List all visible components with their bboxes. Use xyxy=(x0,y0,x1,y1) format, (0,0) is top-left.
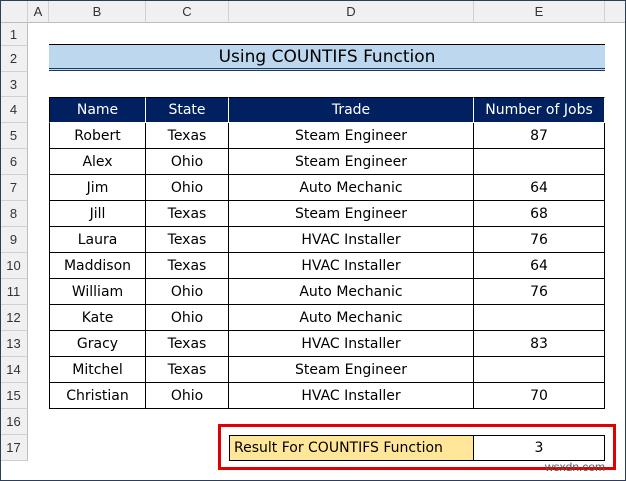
result-value[interactable]: 3 xyxy=(474,435,605,461)
table-cell[interactable]: Auto Mechanic xyxy=(229,305,474,331)
row-header-2[interactable]: 2 xyxy=(0,46,28,72)
table-cell[interactable]: 76 xyxy=(474,279,605,305)
row-header-15[interactable]: 15 xyxy=(0,383,28,409)
result-highlight-box xyxy=(218,424,616,470)
table-cell[interactable] xyxy=(474,305,605,331)
row-header-14[interactable]: 14 xyxy=(0,357,28,383)
row-header-3[interactable]: 3 xyxy=(0,72,28,97)
column-header-C[interactable]: C xyxy=(146,0,229,23)
table-cell[interactable] xyxy=(474,357,605,383)
table-cell[interactable]: 87 xyxy=(474,123,605,149)
table-cell[interactable]: Christian xyxy=(49,383,146,409)
table-cell[interactable]: Texas xyxy=(146,227,229,253)
title-banner: Using COUNTIFS Function xyxy=(49,44,605,71)
table-cell[interactable]: Texas xyxy=(146,201,229,227)
table-header-cell: Trade xyxy=(229,97,474,123)
table-cell[interactable] xyxy=(474,149,605,175)
column-header-F[interactable] xyxy=(605,0,626,23)
watermark: wsxdn.com xyxy=(545,460,606,474)
table-cell[interactable]: Texas xyxy=(146,123,229,149)
table-cell[interactable]: Steam Engineer xyxy=(229,149,474,175)
column-header-D[interactable]: D xyxy=(229,0,474,23)
table-cell[interactable]: Maddison xyxy=(49,253,146,279)
row-header-16[interactable]: 16 xyxy=(0,409,28,435)
table-cell[interactable]: 76 xyxy=(474,227,605,253)
table-cell[interactable]: William xyxy=(49,279,146,305)
row-header-8[interactable]: 8 xyxy=(0,201,28,227)
table-cell[interactable]: Ohio xyxy=(146,383,229,409)
select-all-corner[interactable] xyxy=(0,0,28,23)
column-header-A[interactable]: A xyxy=(28,0,49,23)
table-cell[interactable]: Steam Engineer xyxy=(229,357,474,383)
table-cell[interactable]: Auto Mechanic xyxy=(229,175,474,201)
table-cell[interactable]: Gracy xyxy=(49,331,146,357)
table-cell[interactable]: Steam Engineer xyxy=(229,201,474,227)
table-cell[interactable]: Texas xyxy=(146,331,229,357)
table-cell[interactable]: Ohio xyxy=(146,305,229,331)
table-cell[interactable]: Jim xyxy=(49,175,146,201)
table-cell[interactable]: Texas xyxy=(146,357,229,383)
table-cell[interactable]: Ohio xyxy=(146,175,229,201)
table-cell[interactable]: HVAC Installer xyxy=(229,227,474,253)
row-header-13[interactable]: 13 xyxy=(0,331,28,357)
row-header-12[interactable]: 12 xyxy=(0,305,28,331)
table-header-cell: State xyxy=(146,97,229,123)
table-cell[interactable]: 83 xyxy=(474,331,605,357)
table-cell[interactable]: Robert xyxy=(49,123,146,149)
row-header-6[interactable]: 6 xyxy=(0,149,28,175)
table-cell[interactable]: HVAC Installer xyxy=(229,253,474,279)
table-cell[interactable]: HVAC Installer xyxy=(229,383,474,409)
table-cell[interactable]: Mitchel xyxy=(49,357,146,383)
table-cell[interactable]: Jill xyxy=(49,201,146,227)
table-cell[interactable]: Ohio xyxy=(146,279,229,305)
table-header-cell: Number of Jobs xyxy=(474,97,605,123)
table-cell[interactable]: 68 xyxy=(474,201,605,227)
row-header-9[interactable]: 9 xyxy=(0,227,28,253)
column-header-B[interactable]: B xyxy=(49,0,146,23)
table-cell[interactable]: Laura xyxy=(49,227,146,253)
table-cell[interactable]: Kate xyxy=(49,305,146,331)
row-header-10[interactable]: 10 xyxy=(0,253,28,279)
table-header-cell: Name xyxy=(49,97,146,123)
table-cell[interactable]: HVAC Installer xyxy=(229,331,474,357)
table-cell[interactable]: Auto Mechanic xyxy=(229,279,474,305)
table-cell[interactable]: Steam Engineer xyxy=(229,123,474,149)
row-header-11[interactable]: 11 xyxy=(0,279,28,305)
table-cell[interactable]: 64 xyxy=(474,175,605,201)
table-cell[interactable]: 70 xyxy=(474,383,605,409)
row-header-4[interactable]: 4 xyxy=(0,97,28,123)
table-cell[interactable]: Ohio xyxy=(146,149,229,175)
result-label: Result For COUNTIFS Function xyxy=(229,435,474,461)
table-cell[interactable]: 64 xyxy=(474,253,605,279)
row-header-5[interactable]: 5 xyxy=(0,123,28,149)
table-cell[interactable]: Alex xyxy=(49,149,146,175)
table-cell[interactable]: Texas xyxy=(146,253,229,279)
row-header-1[interactable]: 1 xyxy=(0,23,28,46)
column-header-E[interactable]: E xyxy=(474,0,605,23)
row-header-7[interactable]: 7 xyxy=(0,175,28,201)
row-header-17[interactable]: 17 xyxy=(0,435,28,461)
